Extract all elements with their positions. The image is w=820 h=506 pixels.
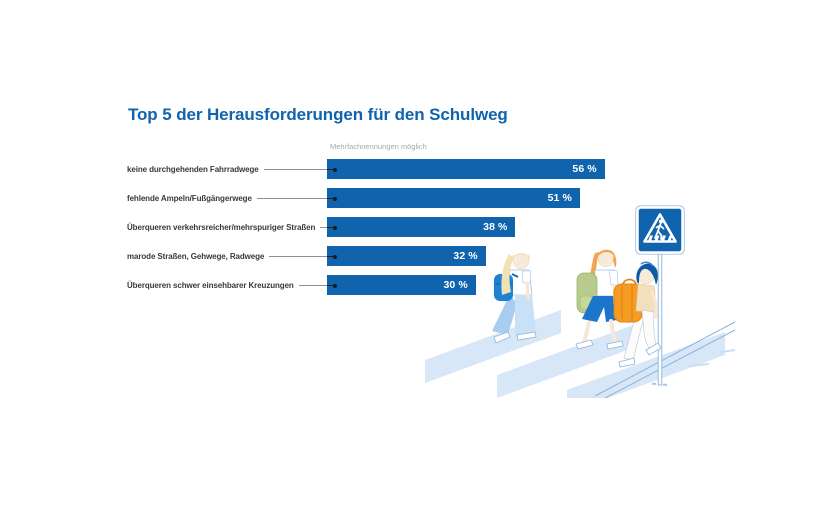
bar-label: fehlende Ampeln/Fußgängerwege xyxy=(127,193,252,203)
leader-line xyxy=(320,226,327,228)
leader-line xyxy=(298,284,327,286)
bar-label: Überqueren verkehrsreicher/mehrspuriger … xyxy=(127,222,316,232)
leader-dot xyxy=(327,254,337,259)
bar-value: 51 % xyxy=(547,192,572,204)
leader-line xyxy=(269,255,327,257)
bar: 30 % xyxy=(327,275,476,295)
child-figure-right xyxy=(613,261,662,368)
leader-dot xyxy=(327,167,337,172)
bar-value: 56 % xyxy=(572,163,597,175)
bar-label: marode Straßen, Gehwege, Radwege xyxy=(127,251,265,261)
leader-dot xyxy=(327,196,337,201)
ground-marks xyxy=(689,349,735,367)
grass-tuft xyxy=(651,382,668,387)
child-figure-middle xyxy=(575,249,624,350)
child-figure-girl xyxy=(492,251,537,344)
leader-line xyxy=(256,197,327,199)
bar-row: fehlende Ampeln/Fußgängerwege 51 % xyxy=(127,188,580,208)
bar-label: Überqueren schwer einsehbarer Kreuzungen xyxy=(127,280,294,290)
bar-row: Überqueren schwer einsehbarer Kreuzungen… xyxy=(127,275,476,295)
bar-label: keine durchgehenden Fahrradwege xyxy=(127,164,259,174)
leader-dot xyxy=(327,283,337,288)
bar-row: marode Straßen, Gehwege, Radwege 32 % xyxy=(127,246,486,266)
leader-line xyxy=(263,168,327,170)
crossing-illustration xyxy=(425,205,735,398)
sign-pole xyxy=(657,252,663,386)
leader-dot xyxy=(327,225,337,230)
bar: 38 % xyxy=(327,217,516,237)
pedestrian-crossing-sign-icon xyxy=(635,205,685,255)
chart-note: Mehrfachnennungen möglich xyxy=(330,142,427,151)
bar-row: Überqueren verkehrsreicher/mehrspuriger … xyxy=(127,217,516,237)
bar-value: 32 % xyxy=(453,250,478,262)
bar-row: keine durchgehenden Fahrradwege 56 % xyxy=(127,159,605,179)
bar-value: 30 % xyxy=(443,279,468,291)
bar-value: 38 % xyxy=(483,221,508,233)
zebra-stripes xyxy=(425,310,725,398)
page-title: Top 5 der Herausforderungen für den Schu… xyxy=(128,105,508,125)
bar: 56 % xyxy=(327,159,605,179)
road-edge-lines xyxy=(594,321,735,398)
bar: 51 % xyxy=(327,188,580,208)
bar: 32 % xyxy=(327,246,486,266)
